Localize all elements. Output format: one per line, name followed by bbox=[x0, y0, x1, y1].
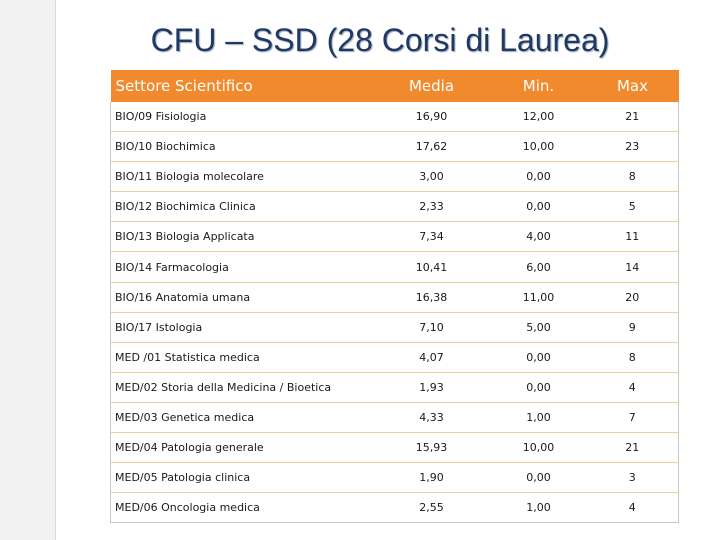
left-margin-band bbox=[0, 0, 55, 540]
cell-min: 0,00 bbox=[526, 200, 551, 214]
cell-max: 21 bbox=[625, 110, 640, 124]
cell-min: 6,00 bbox=[526, 260, 551, 274]
cell-media: 2,33 bbox=[419, 200, 444, 214]
header-settore: Settore Scientifico bbox=[110, 70, 373, 102]
cell-settore: BIO/13 Biologia Applicata bbox=[115, 230, 255, 244]
cell-settore: MED/05 Patologia clinica bbox=[115, 471, 251, 485]
cell-max: 7 bbox=[628, 410, 636, 424]
table-body: BIO/09 Fisiologia 16,90 12,00 21 BIO/10 Bioc… bbox=[110, 102, 679, 523]
cell-settore: BIO/17 Istologia bbox=[115, 320, 203, 334]
cell-settore: BIO/14 Farmacologia bbox=[115, 260, 229, 274]
cell-settore: BIO/09 Fisiologia bbox=[115, 110, 207, 124]
cell-min: 12,00 bbox=[522, 110, 555, 124]
cell-media: 10,41 bbox=[415, 260, 448, 274]
table-row: MED/04 Patologia generale 15,93 10,00 21 bbox=[110, 433, 679, 463]
cell-media: 2,55 bbox=[419, 501, 444, 515]
table-row: BIO/16 Anatomia umana 16,38 11,00 20 bbox=[110, 282, 679, 313]
table-row: MED /01 Statistica medica 4,07 0,00 8 bbox=[110, 342, 679, 373]
table-row: MED/02 Storia della Medicina / Bioetica 1… bbox=[110, 372, 679, 403]
cell-settore: BIO/10 Biochimica bbox=[115, 140, 216, 154]
cell-settore: BIO/11 Biologia molecolare bbox=[115, 170, 264, 184]
cell-media: 4,33 bbox=[419, 410, 444, 424]
cell-min: 0,00 bbox=[526, 471, 551, 485]
cell-media: 16,90 bbox=[415, 110, 448, 124]
cell-media: 7,34 bbox=[419, 230, 444, 244]
header-media: Media bbox=[372, 70, 491, 102]
cell-min: 0,00 bbox=[526, 170, 551, 184]
cell-max: 21 bbox=[625, 441, 640, 455]
cell-settore: BIO/12 Biochimica Clinica bbox=[115, 200, 256, 214]
table-row: BIO/12 Biochimica Clinica 2,33 0,00 5 bbox=[110, 192, 679, 222]
table-header-row: Settore Scientifico Media Min. Max bbox=[110, 70, 679, 102]
cell-media: 17,62 bbox=[415, 140, 448, 154]
cell-max: 8 bbox=[628, 170, 636, 184]
cell-min: 11,00 bbox=[522, 290, 555, 304]
cell-max: 23 bbox=[625, 140, 640, 154]
cell-media: 4,07 bbox=[419, 350, 444, 364]
table-row: MED/05 Patologia clinica 1,90 0,00 3 bbox=[110, 463, 679, 493]
cell-media: 7,10 bbox=[419, 320, 444, 334]
table-row: BIO/10 Biochimica 17,62 10,00 23 bbox=[110, 132, 679, 162]
table-row: MED/03 Genetica medica 4,33 1,00 7 bbox=[110, 402, 679, 433]
cell-min: 10,00 bbox=[522, 140, 555, 154]
cell-media: 3,00 bbox=[419, 170, 444, 184]
cell-min: 10,00 bbox=[522, 441, 555, 455]
cell-settore: MED/04 Patologia generale bbox=[115, 441, 264, 455]
cell-min: 0,00 bbox=[526, 350, 551, 364]
table-row: BIO/11 Biologia molecolare 3,00 0,00 8 bbox=[110, 162, 679, 192]
table-row: BIO/14 Farmacologia 10,41 6,00 14 bbox=[110, 252, 679, 283]
cell-media: 1,93 bbox=[419, 380, 444, 394]
cell-media: 1,90 bbox=[419, 471, 444, 485]
left-margin-rule bbox=[55, 0, 56, 540]
slide-title: CFU – SSD (28 Corsi di Laurea) bbox=[150, 22, 610, 58]
header-min: Min. bbox=[490, 70, 587, 102]
cell-settore: MED/02 Storia della Medicina / Bioetica bbox=[115, 380, 332, 394]
header-max: Max bbox=[586, 70, 679, 102]
cell-min: 0,00 bbox=[526, 380, 551, 394]
cell-max: 4 bbox=[628, 380, 636, 394]
table-row: BIO/17 Istologia 7,10 5,00 9 bbox=[110, 312, 679, 343]
table-row: BIO/09 Fisiologia 16,90 12,00 21 bbox=[110, 102, 679, 132]
cell-max: 8 bbox=[628, 350, 636, 364]
ssd-table: Settore Scientifico Media Min. Max BIO/0… bbox=[110, 70, 679, 523]
cell-settore: MED /01 Statistica medica bbox=[115, 350, 260, 364]
cell-max: 5 bbox=[628, 200, 636, 214]
cell-max: 11 bbox=[625, 230, 640, 244]
cell-max: 4 bbox=[628, 501, 636, 515]
table-row: BIO/13 Biologia Applicata 7,34 4,00 11 bbox=[110, 222, 679, 252]
cell-media: 15,93 bbox=[415, 441, 448, 455]
cell-settore: MED/03 Genetica medica bbox=[115, 410, 255, 424]
cell-min: 5,00 bbox=[526, 320, 551, 334]
cell-max: 20 bbox=[625, 290, 640, 304]
cell-min: 1,00 bbox=[526, 501, 551, 515]
table-row: MED/06 Oncologia medica 2,55 1,00 4 bbox=[110, 493, 679, 523]
cell-min: 1,00 bbox=[526, 410, 551, 424]
cell-settore: MED/06 Oncologia medica bbox=[115, 501, 260, 515]
cell-max: 14 bbox=[625, 260, 640, 274]
cell-media: 16,38 bbox=[415, 290, 448, 304]
cell-max: 9 bbox=[628, 320, 636, 334]
cell-settore: BIO/16 Anatomia umana bbox=[115, 290, 251, 304]
cell-max: 3 bbox=[628, 471, 636, 485]
cell-min: 4,00 bbox=[526, 230, 551, 244]
